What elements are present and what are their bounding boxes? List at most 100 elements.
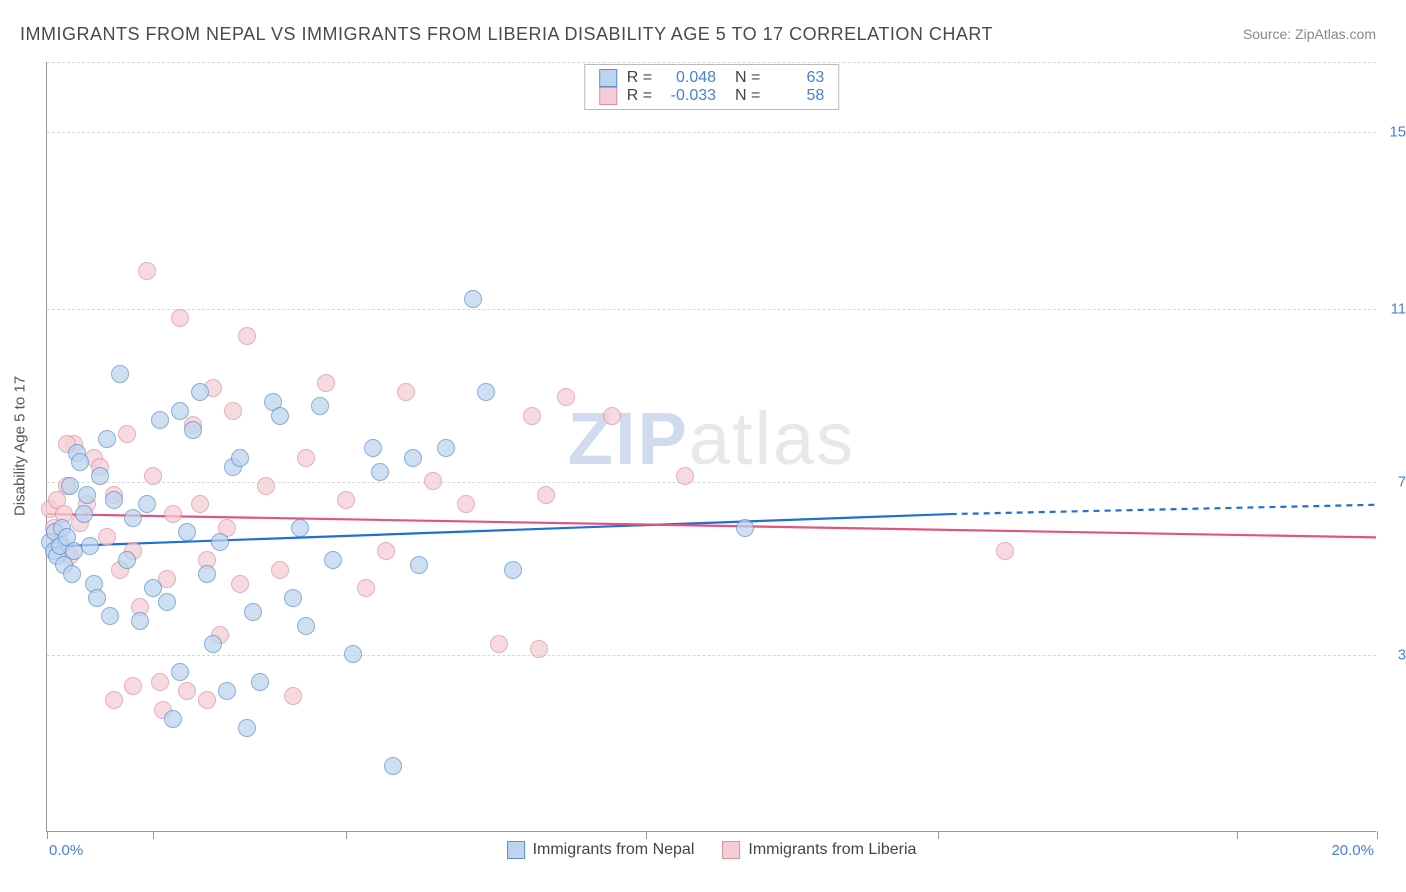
nepal-point [211, 533, 229, 551]
liberia-point [284, 687, 302, 705]
liberia-point [603, 407, 621, 425]
legend-label-nepal: Immigrants from Nepal [533, 841, 695, 859]
nepal-point [284, 589, 302, 607]
liberia-point [424, 472, 442, 490]
x-tick [1377, 831, 1378, 839]
liberia-point [98, 528, 116, 546]
nepal-point [81, 537, 99, 555]
nepal-point [364, 439, 382, 457]
nepal-point [324, 551, 342, 569]
nepal-point [158, 593, 176, 611]
nepal-point [464, 290, 482, 308]
liberia-point [377, 542, 395, 560]
nepal-point [238, 719, 256, 737]
source-link[interactable]: ZipAtlas.com [1295, 26, 1376, 42]
x-tick [47, 831, 48, 839]
gridline [47, 655, 1376, 656]
nepal-point [138, 495, 156, 513]
liberia-point [397, 383, 415, 401]
nepal-point [410, 556, 428, 574]
watermark-atlas: atlas [689, 397, 855, 480]
liberia-point [271, 561, 289, 579]
nepal-point [151, 411, 169, 429]
source-label: Source: ZipAtlas.com [1243, 26, 1376, 42]
nepal-point [437, 439, 455, 457]
liberia-point [490, 635, 508, 653]
legend-item-liberia: Immigrants from Liberia [722, 841, 916, 859]
liberia-point [231, 575, 249, 593]
x-tick [153, 831, 154, 839]
x-tick [938, 831, 939, 839]
x-tick [346, 831, 347, 839]
nepal-point [98, 430, 116, 448]
swatch-liberia [599, 87, 617, 105]
liberia-point [178, 682, 196, 700]
nepal-point [131, 612, 149, 630]
nepal-point [736, 519, 754, 537]
liberia-point [198, 691, 216, 709]
nepal-point [404, 449, 422, 467]
plot-area: ZIPatlas R = 0.048 N = 63 R = -0.033 N =… [46, 62, 1376, 832]
chart-title: IMMIGRANTS FROM NEPAL VS IMMIGRANTS FROM… [20, 24, 993, 45]
liberia-point [118, 425, 136, 443]
liberia-point [257, 477, 275, 495]
nepal-point [291, 519, 309, 537]
nepal-point [91, 467, 109, 485]
liberia-point [557, 388, 575, 406]
stat-r-nepal: 0.048 [662, 69, 716, 87]
nepal-point [101, 607, 119, 625]
nepal-point [251, 673, 269, 691]
stat-label-n: N = [726, 69, 760, 87]
nepal-point [371, 463, 389, 481]
nepal-point [271, 407, 289, 425]
legend-stats-row-nepal: R = 0.048 N = 63 [599, 69, 825, 87]
liberia-point [297, 449, 315, 467]
swatch-nepal [599, 69, 617, 87]
legend-stats-row-liberia: R = -0.033 N = 58 [599, 87, 825, 105]
swatch-liberia [722, 841, 740, 859]
nepal-point [124, 509, 142, 527]
nepal-point [171, 402, 189, 420]
nepal-point [61, 477, 79, 495]
legend-label-liberia: Immigrants from Liberia [748, 841, 916, 859]
legend-bottom: Immigrants from Nepal Immigrants from Li… [507, 841, 917, 859]
nepal-point [297, 617, 315, 635]
swatch-nepal [507, 841, 525, 859]
nepal-point [105, 491, 123, 509]
watermark-zip: ZIP [568, 397, 689, 480]
liberia-point [144, 467, 162, 485]
legend-item-nepal: Immigrants from Nepal [507, 841, 695, 859]
nepal-point [384, 757, 402, 775]
gridline [47, 482, 1376, 483]
liberia-point [138, 262, 156, 280]
stat-n-nepal: 63 [770, 69, 824, 87]
trendlines [47, 62, 1376, 831]
nepal-point [178, 523, 196, 541]
nepal-point [191, 383, 209, 401]
nepal-point [244, 603, 262, 621]
y-tick-label: 3.8% [1382, 646, 1406, 663]
liberia-point [457, 495, 475, 513]
nepal-point [504, 561, 522, 579]
nepal-point [118, 551, 136, 569]
y-tick-label: 11.2% [1382, 301, 1406, 318]
y-axis-label: Disability Age 5 to 17 [12, 376, 29, 516]
x-tick-label-max: 20.0% [1331, 842, 1374, 859]
nepal-point [171, 663, 189, 681]
y-tick-label: 15.0% [1382, 124, 1406, 141]
stat-label-r: R = [627, 87, 652, 105]
x-tick [1237, 831, 1238, 839]
liberia-point [530, 640, 548, 658]
nepal-point [477, 383, 495, 401]
source-prefix: Source: [1243, 26, 1295, 42]
nepal-point [204, 635, 222, 653]
nepal-point [75, 505, 93, 523]
liberia-point [151, 673, 169, 691]
liberia-point [537, 486, 555, 504]
stat-label-n: N = [726, 87, 760, 105]
nepal-point [65, 542, 83, 560]
nepal-point [218, 682, 236, 700]
gridline [47, 309, 1376, 310]
nepal-point [311, 397, 329, 415]
nepal-point [198, 565, 216, 583]
